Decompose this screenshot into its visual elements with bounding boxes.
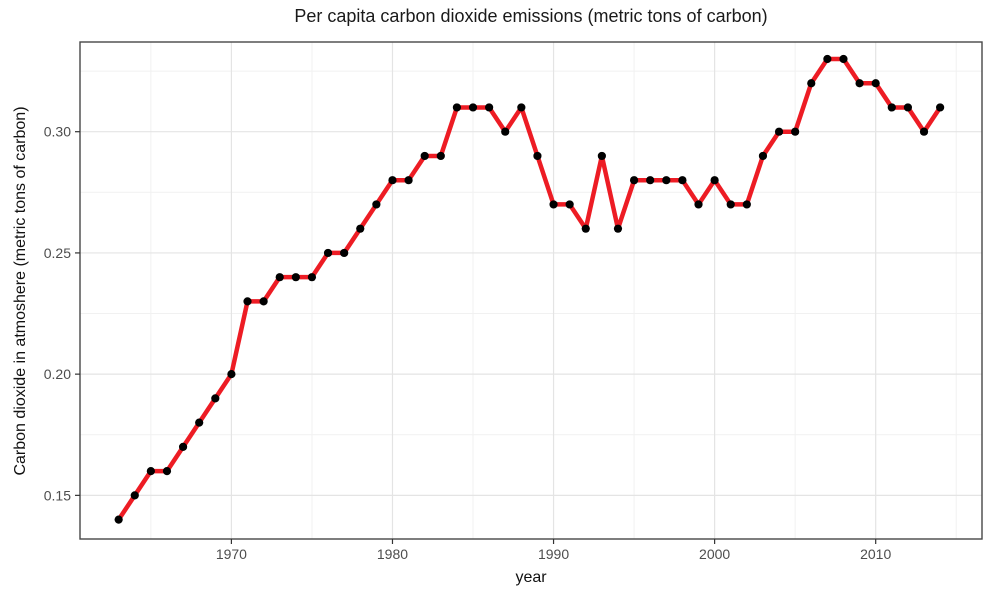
data-point: [275, 273, 284, 282]
y-tick-label: 0.15: [44, 487, 71, 503]
data-point: [871, 79, 880, 88]
y-tick-label: 0.25: [44, 245, 71, 261]
data-point: [356, 224, 365, 233]
data-point: [404, 176, 413, 185]
data-point: [710, 176, 719, 185]
x-tick-label: 1990: [538, 546, 569, 562]
x-tick-label: 1970: [216, 546, 247, 562]
data-point: [340, 248, 349, 258]
data-point: [452, 103, 462, 112]
x-tick-label: 2010: [860, 546, 891, 562]
data-point: [114, 515, 123, 524]
data-point: [791, 127, 800, 136]
data-point: [146, 467, 155, 476]
data-point: [903, 103, 913, 112]
data-point: [774, 127, 784, 136]
data-point: [646, 176, 655, 185]
data-point: [259, 297, 268, 306]
data-point: [678, 176, 687, 185]
data-point: [517, 103, 526, 112]
data-point: [565, 200, 574, 209]
x-tick-label: 2000: [699, 546, 730, 562]
data-point: [468, 103, 478, 112]
data-point: [726, 200, 735, 209]
data-point: [178, 442, 188, 451]
data-point: [742, 200, 751, 209]
data-point: [501, 127, 510, 136]
data-point: [694, 200, 703, 209]
data-point: [629, 176, 639, 185]
data-point: [436, 151, 445, 161]
data-point: [662, 176, 671, 185]
data-point: [758, 151, 768, 161]
y-tick-label: 0.20: [44, 366, 71, 382]
data-point: [195, 418, 204, 427]
data-point: [855, 79, 864, 88]
data-point: [936, 103, 945, 112]
x-tick-label: 1980: [377, 546, 408, 562]
data-point: [533, 151, 542, 161]
data-point: [211, 394, 220, 403]
panel-background: [80, 42, 982, 539]
data-point: [839, 54, 848, 64]
chart-title: Per capita carbon dioxide emissions (met…: [294, 6, 768, 26]
data-point: [581, 224, 590, 233]
data-point: [227, 370, 236, 379]
panel-border: [79, 41, 983, 540]
emissions-line: [116, 56, 943, 522]
data-point: [823, 54, 832, 64]
data-point: [597, 151, 606, 161]
data-point: [549, 200, 558, 209]
data-point: [323, 248, 333, 258]
data-point: [887, 103, 896, 112]
y-tick-label: 0.30: [44, 124, 71, 140]
data-point: [807, 79, 816, 88]
data-point: [130, 491, 139, 500]
data-point: [372, 200, 381, 209]
data-point: [485, 103, 494, 112]
data-point: [420, 151, 429, 161]
data-point: [307, 273, 317, 282]
data-point: [919, 127, 929, 136]
x-axis-title: year: [515, 569, 547, 586]
data-point: [388, 176, 397, 185]
data-point: [162, 467, 172, 476]
data-point: [291, 273, 300, 282]
data-point: [243, 297, 252, 306]
data-point: [613, 224, 623, 233]
